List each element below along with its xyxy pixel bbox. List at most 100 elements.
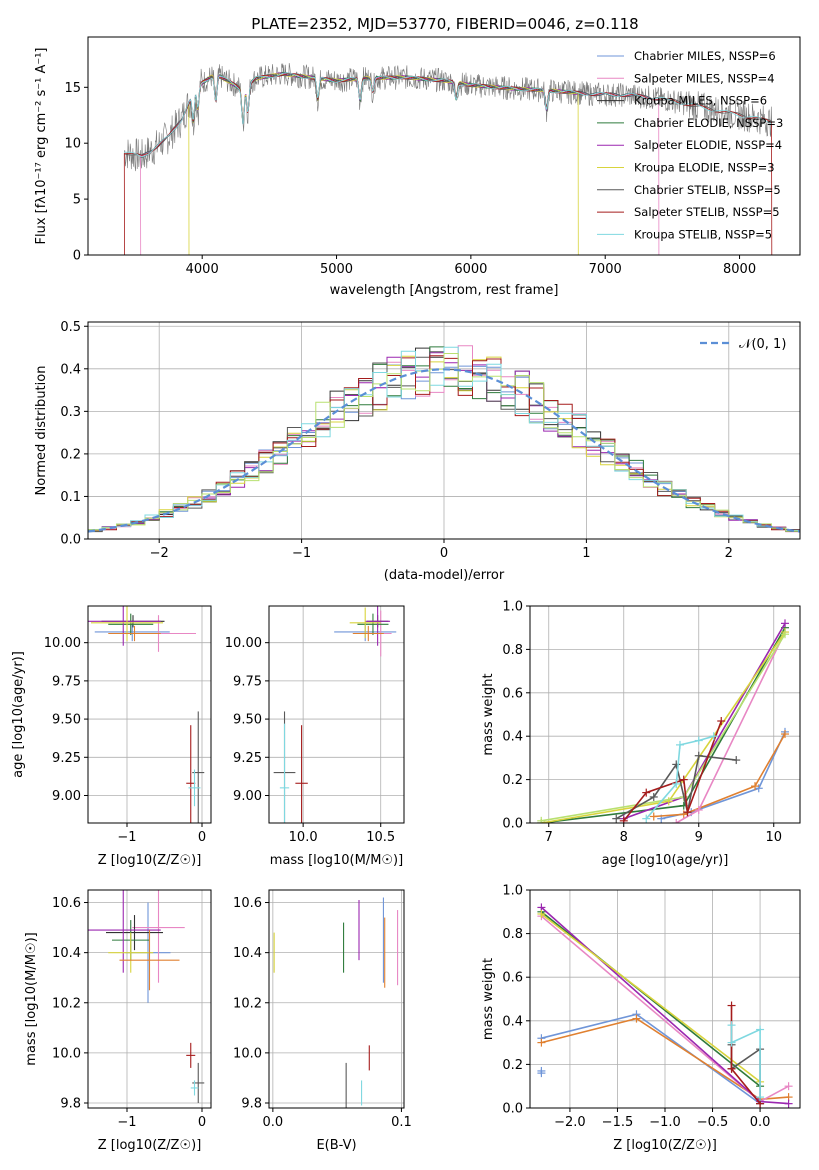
x-tick-label: −2 bbox=[150, 546, 169, 561]
x-axis-label: (data-model)/error bbox=[384, 568, 505, 583]
y-tick-label: 0.6 bbox=[502, 971, 523, 986]
y-axis-label: mass weight bbox=[481, 673, 496, 755]
x-tick-label: 0 bbox=[198, 1115, 206, 1130]
axes-frame bbox=[87, 605, 212, 824]
x-tick-label: 4000 bbox=[186, 262, 219, 277]
y-tick-label: 9.75 bbox=[52, 674, 81, 689]
plot-area bbox=[273, 897, 399, 1108]
y-axis-label: mass [log10(M/M☉)] bbox=[24, 932, 39, 1065]
mass-weight-vs-age-panel: 7 8 9 10 0.0 0.2 0.4 0.6 0.8 1.0 age [log10(age/yr… bbox=[481, 600, 801, 868]
y-tick-label: 9.75 bbox=[233, 674, 262, 689]
x-tick-label: 7 bbox=[545, 830, 553, 845]
x-tick-label: −2.0 bbox=[554, 1115, 586, 1130]
legend-label: Chabrier ELODIE, NSSP=3 bbox=[634, 116, 783, 130]
y-tick-label: 0.4 bbox=[502, 730, 523, 745]
y-tick-label: 0.5 bbox=[60, 320, 81, 335]
y-tick-label: 0.0 bbox=[502, 817, 523, 832]
legend-label: Salpeter STELIB, NSSP=5 bbox=[634, 205, 780, 219]
legend-label: Salpeter MILES, NSSP=4 bbox=[634, 71, 775, 85]
y-tick-label: 0.2 bbox=[60, 447, 81, 462]
model-fit-line bbox=[140, 73, 659, 156]
legend-label: Chabrier MILES, NSSP=6 bbox=[634, 49, 776, 63]
y-axis-label: Normed distribution bbox=[34, 366, 49, 496]
x-tick-label: 8 bbox=[620, 830, 628, 845]
y-tick-label: 0.8 bbox=[502, 927, 523, 942]
y-tick-label: 10.6 bbox=[233, 896, 262, 911]
y-tick-label: 5 bbox=[73, 193, 81, 208]
plot-area bbox=[537, 903, 793, 1108]
x-tick-label: 0.0 bbox=[263, 1115, 284, 1130]
y-tick-label: 10.2 bbox=[233, 996, 262, 1011]
weight-line bbox=[730, 1025, 761, 1098]
mass-vs-metallicity-panel: −1 0 9.8 10.0 10.2 10.4 10.6 Z [log10(Z/Z☉)] mas… bbox=[24, 889, 212, 1153]
x-tick-label: 1 bbox=[582, 546, 590, 561]
model-fit-line bbox=[124, 72, 772, 158]
x-tick-label: 2 bbox=[725, 546, 733, 561]
mass-weight-vs-metallicity-panel: −2.0 −1.5 −1.0 −0.5 0.0 0.0 0.2 0.4 0.6 0.8 1.0 Z [… bbox=[481, 884, 801, 1153]
axes-frame bbox=[268, 605, 405, 824]
y-tick-label: 9.00 bbox=[233, 789, 262, 804]
age-vs-mass-panel: 10.0 10.5 9.00 9.25 9.50 9.75 10.00 mass [log10… bbox=[225, 605, 405, 868]
y-tick-label: 0.4 bbox=[502, 1014, 523, 1029]
axes-frame bbox=[87, 889, 212, 1109]
y-tick-label: 0.1 bbox=[60, 490, 81, 505]
x-tick-label: −1 bbox=[117, 830, 136, 845]
y-tick-label: 10.2 bbox=[52, 996, 81, 1011]
model-fit-line bbox=[140, 72, 659, 158]
y-tick-label: 9.50 bbox=[52, 713, 81, 728]
x-tick-label: −1.5 bbox=[602, 1115, 634, 1130]
plot-area bbox=[88, 890, 205, 1103]
y-tick-label: 0.4 bbox=[60, 362, 81, 377]
x-tick-label: 0.1 bbox=[391, 1115, 412, 1130]
residuals-histogram-panel: −2 −1 0 1 2 0.0 0.1 0.2 0.3 0.4 0.5 (data-model)/er… bbox=[34, 320, 801, 583]
weight-line bbox=[540, 913, 761, 1083]
spectrum-panel: 4000 5000 6000 7000 8000 0 5 10 15 wavelength [An… bbox=[34, 36, 801, 298]
x-axis-label: Z [log10(Z/Z☉)] bbox=[98, 853, 202, 868]
x-tick-label: 8000 bbox=[723, 262, 756, 277]
weight-line bbox=[653, 733, 786, 818]
y-tick-label: 0.0 bbox=[60, 533, 81, 548]
axes-frame bbox=[529, 889, 801, 1109]
y-tick-label: 0.0 bbox=[502, 1102, 523, 1117]
y-tick-label: 9.50 bbox=[233, 713, 262, 728]
model-fit-line bbox=[139, 72, 660, 255]
x-axis-label: Z [log10(Z/Z☉)] bbox=[613, 1138, 717, 1153]
y-tick-label: 0 bbox=[73, 249, 81, 264]
figure-title: PLATE=2352, MJD=53770, FIBERID=0046, z=0… bbox=[251, 15, 638, 33]
x-tick-label: −1 bbox=[292, 546, 311, 561]
y-axis-label: Flux [fλ10⁻¹⁷ erg cm⁻² s⁻¹ A⁻¹] bbox=[34, 48, 49, 245]
plot-area bbox=[88, 345, 800, 533]
x-tick-label: 10.5 bbox=[366, 830, 395, 845]
y-tick-label: 10 bbox=[64, 137, 81, 152]
axes-frame bbox=[87, 36, 801, 256]
mass-vs-ebv-panel: 0.0 0.1 9.8 10.0 10.2 10.4 10.6 E(B-V) bbox=[233, 889, 412, 1153]
x-axis-label: age [log10(age/yr)] bbox=[602, 853, 729, 868]
model-fit-line bbox=[188, 73, 579, 255]
y-tick-label: 10.4 bbox=[233, 946, 262, 961]
y-tick-label: 0.3 bbox=[60, 405, 81, 420]
plot-area bbox=[88, 606, 205, 823]
legend-label: 𝒩(0, 1) bbox=[739, 337, 786, 352]
y-axis-label: age [log10(age/yr)] bbox=[11, 651, 26, 778]
x-tick-label: 0 bbox=[198, 830, 206, 845]
y-tick-label: 9.25 bbox=[233, 751, 262, 766]
legend-label: Kroupa ELODIE, NSSP=3 bbox=[634, 161, 775, 175]
x-tick-label: 5000 bbox=[320, 262, 353, 277]
y-tick-label: 9.8 bbox=[241, 1096, 262, 1111]
x-axis-label: wavelength [Angstrom, rest frame] bbox=[330, 283, 559, 298]
legend-label: Chabrier STELIB, NSSP=5 bbox=[634, 183, 781, 197]
y-tick-label: 9.00 bbox=[52, 789, 81, 804]
histogram-step bbox=[88, 346, 800, 531]
x-tick-label: 6000 bbox=[454, 262, 487, 277]
axes-frame bbox=[87, 321, 801, 540]
x-tick-label: 0 bbox=[440, 546, 448, 561]
y-tick-label: 0.2 bbox=[502, 1058, 523, 1073]
y-axis-label: mass weight bbox=[481, 958, 496, 1040]
weight-line bbox=[615, 754, 737, 820]
weight-line bbox=[541, 1017, 789, 1101]
weight-line bbox=[540, 911, 761, 1087]
x-axis-label: Z [log10(Z/Z☉)] bbox=[98, 1138, 202, 1153]
weight-line bbox=[541, 627, 786, 823]
x-axis-label: E(B-V) bbox=[316, 1138, 356, 1153]
y-tick-label: 1.0 bbox=[502, 600, 523, 615]
